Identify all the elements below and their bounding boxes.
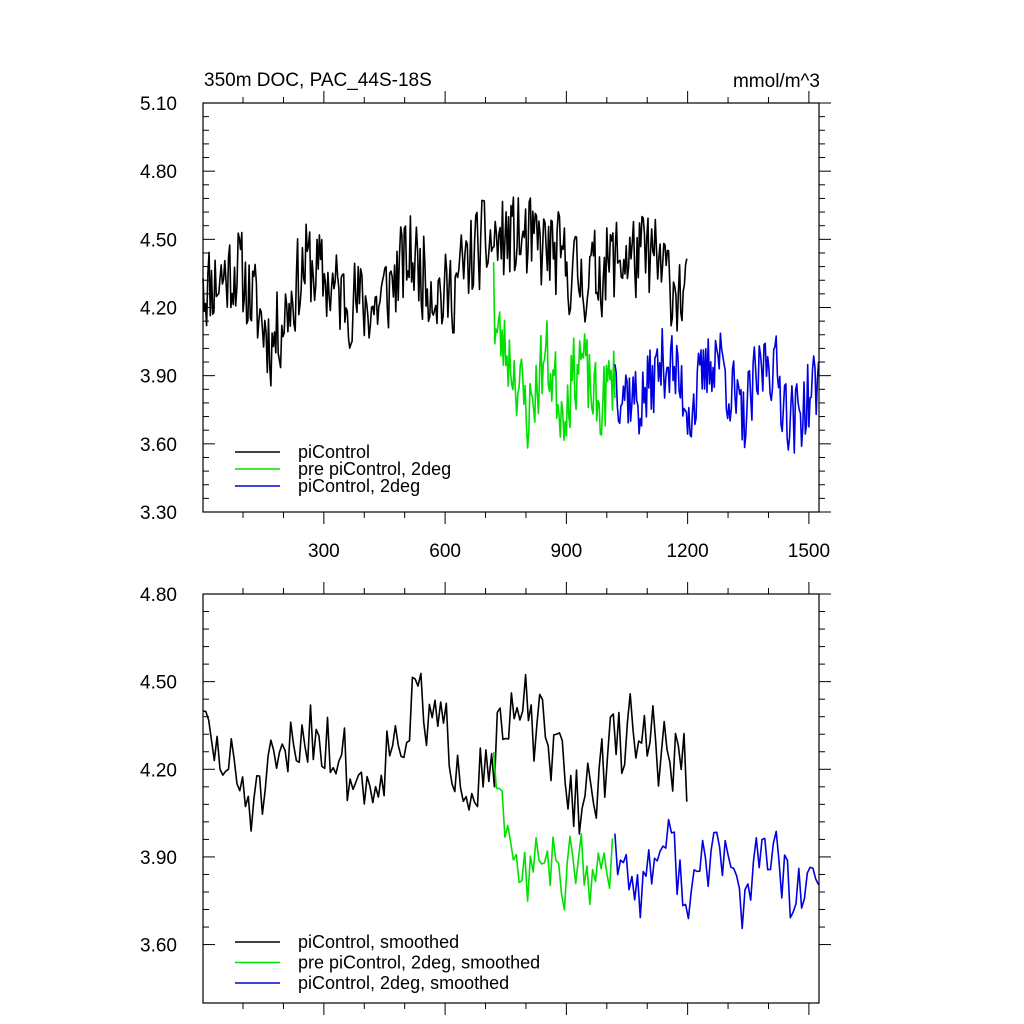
legend-label: pre piControl, 2deg, smoothed (298, 953, 540, 973)
y-tick-label: 3.90 (140, 367, 177, 388)
top-panel-series (202, 196, 820, 454)
y-tick-label: 5.10 (140, 94, 177, 115)
bottom-panel-ticks: 3.60 3.90 4.20 4.50 4.80 (140, 582, 831, 1015)
legend-label: piControl, 2deg, smoothed (298, 973, 509, 993)
bottom-panel-frame (202, 593, 820, 1004)
bottom-panel: 3.60 3.90 4.20 4.50 4.80 piControl, smoothed… (140, 582, 831, 1015)
y-tick-label: 3.30 (140, 503, 177, 524)
legend-label: pre piControl, 2deg (298, 459, 451, 479)
series-line (202, 196, 688, 387)
series-line (614, 818, 820, 930)
top-panel-ticks: 3.30 3.60 3.90 4.20 4.50 4.80 5.10 300 600 900 120… (140, 91, 831, 562)
x-tick-label: 900 (551, 541, 583, 562)
x-tick-label: 600 (429, 541, 461, 562)
y-tick-label: 4.20 (140, 299, 177, 320)
series-line (202, 672, 688, 835)
top-panel-title: 350m DOC, PAC_44S-18S (204, 70, 432, 91)
top-panel-frame (202, 102, 820, 513)
y-tick-label: 4.50 (140, 673, 177, 694)
y-tick-label: 3.60 (140, 435, 177, 456)
legend-label: piControl, smoothed (298, 932, 459, 952)
x-tick-label: 300 (308, 541, 340, 562)
y-tick-label: 3.90 (140, 848, 177, 869)
y-tick-label: 4.20 (140, 760, 177, 781)
x-tick-label: 1200 (666, 541, 708, 562)
legend-label: piControl, 2deg (298, 476, 420, 496)
y-tick-label: 4.80 (140, 162, 177, 183)
x-tick-label: 1500 (788, 541, 830, 562)
y-tick-label: 3.60 (140, 936, 177, 957)
top-panel: 350m DOC, PAC_44S-18S mmol/m^3 3.303.603… (140, 70, 831, 562)
y-tick-label: 4.80 (140, 585, 177, 606)
series-line (492, 751, 614, 911)
series-line (492, 262, 616, 449)
series-line (614, 327, 820, 454)
top-panel-units: mmol/m^3 (733, 71, 820, 92)
bottom-panel-series (202, 672, 820, 930)
y-tick-label: 4.50 (140, 230, 177, 251)
legend-label: piControl (298, 442, 370, 462)
